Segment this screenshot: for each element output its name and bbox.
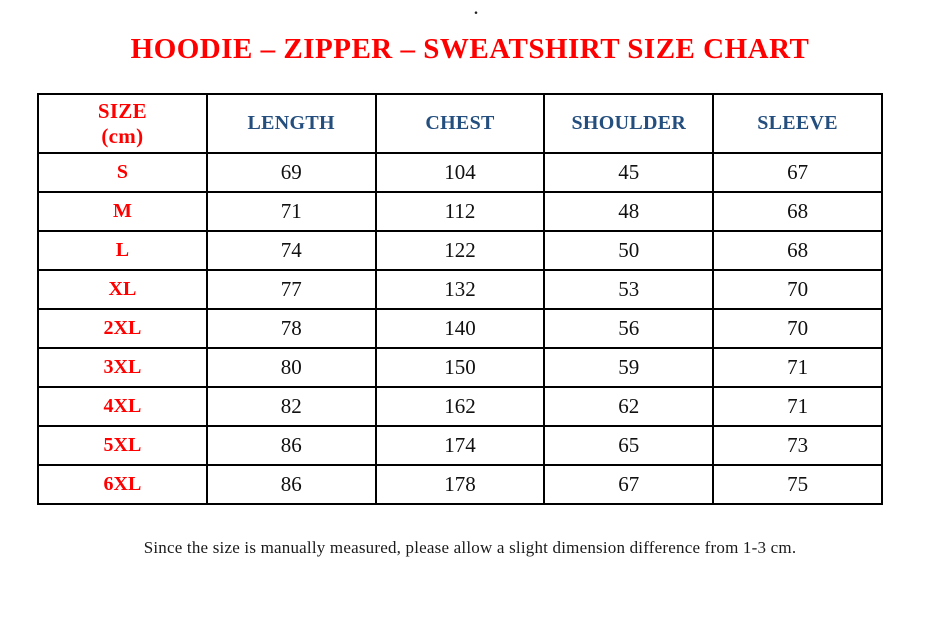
header-length: LENGTH <box>205 93 377 154</box>
size-label: 2XL <box>37 308 208 349</box>
header-size-cm: SIZE (cm) <box>37 93 208 154</box>
cell-length: 86 <box>205 464 377 505</box>
cell-chest: 150 <box>374 347 546 388</box>
cell-sleeve: 71 <box>712 386 883 427</box>
cell-length: 86 <box>205 425 377 466</box>
table-row: XL 77 132 53 70 <box>37 269 883 310</box>
size-label: 6XL <box>37 464 208 505</box>
cell-length: 78 <box>205 308 377 349</box>
header-shoulder: SHOULDER <box>543 93 715 154</box>
cell-shoulder: 59 <box>543 347 715 388</box>
table-row: 6XL 86 178 67 75 <box>37 464 883 505</box>
cell-sleeve: 70 <box>712 269 883 310</box>
cell-length: 74 <box>205 230 377 271</box>
size-label: S <box>37 152 208 193</box>
cell-chest: 112 <box>374 191 546 232</box>
cell-sleeve: 68 <box>712 230 883 271</box>
cell-chest: 174 <box>374 425 546 466</box>
cell-shoulder: 56 <box>543 308 715 349</box>
cell-chest: 122 <box>374 230 546 271</box>
cell-chest: 140 <box>374 308 546 349</box>
size-label: XL <box>37 269 208 310</box>
size-label: L <box>37 230 208 271</box>
table-row: S 69 104 45 67 <box>37 152 883 193</box>
cell-sleeve: 68 <box>712 191 883 232</box>
cell-shoulder: 65 <box>543 425 715 466</box>
cell-length: 69 <box>205 152 377 193</box>
top-dot-mark: . <box>474 1 478 18</box>
cell-shoulder: 67 <box>543 464 715 505</box>
cell-length: 71 <box>205 191 377 232</box>
header-chest: CHEST <box>374 93 546 154</box>
cell-sleeve: 75 <box>712 464 883 505</box>
table-row: 4XL 82 162 62 71 <box>37 386 883 427</box>
table-row: 2XL 78 140 56 70 <box>37 308 883 349</box>
size-label: M <box>37 191 208 232</box>
header-row: SIZE (cm) LENGTH CHEST SHOULDER SLEEVE <box>37 93 883 154</box>
table-row: L 74 122 50 68 <box>37 230 883 271</box>
header-sleeve: SLEEVE <box>712 93 883 154</box>
cell-sleeve: 73 <box>712 425 883 466</box>
cell-sleeve: 70 <box>712 308 883 349</box>
cell-shoulder: 53 <box>543 269 715 310</box>
cell-shoulder: 48 <box>543 191 715 232</box>
size-label: 4XL <box>37 386 208 427</box>
page-title: HOODIE – ZIPPER – SWEATSHIRT SIZE CHART <box>130 33 810 65</box>
table-row: 3XL 80 150 59 71 <box>37 347 883 388</box>
cell-length: 77 <box>205 269 377 310</box>
cell-chest: 104 <box>374 152 546 193</box>
cell-chest: 132 <box>374 269 546 310</box>
cell-sleeve: 71 <box>712 347 883 388</box>
cell-chest: 178 <box>374 464 546 505</box>
cell-shoulder: 62 <box>543 386 715 427</box>
cell-length: 80 <box>205 347 377 388</box>
size-chart-table: SIZE (cm) LENGTH CHEST SHOULDER SLEEVE S… <box>37 93 883 505</box>
cell-shoulder: 45 <box>543 152 715 193</box>
table-row: M 71 112 48 68 <box>37 191 883 232</box>
size-label: 5XL <box>37 425 208 466</box>
table-row: 5XL 86 174 65 73 <box>37 425 883 466</box>
size-label: 3XL <box>37 347 208 388</box>
cell-sleeve: 67 <box>712 152 883 193</box>
cell-shoulder: 50 <box>543 230 715 271</box>
cell-chest: 162 <box>374 386 546 427</box>
cell-length: 82 <box>205 386 377 427</box>
footnote: Since the size is manually measured, ple… <box>143 538 797 557</box>
